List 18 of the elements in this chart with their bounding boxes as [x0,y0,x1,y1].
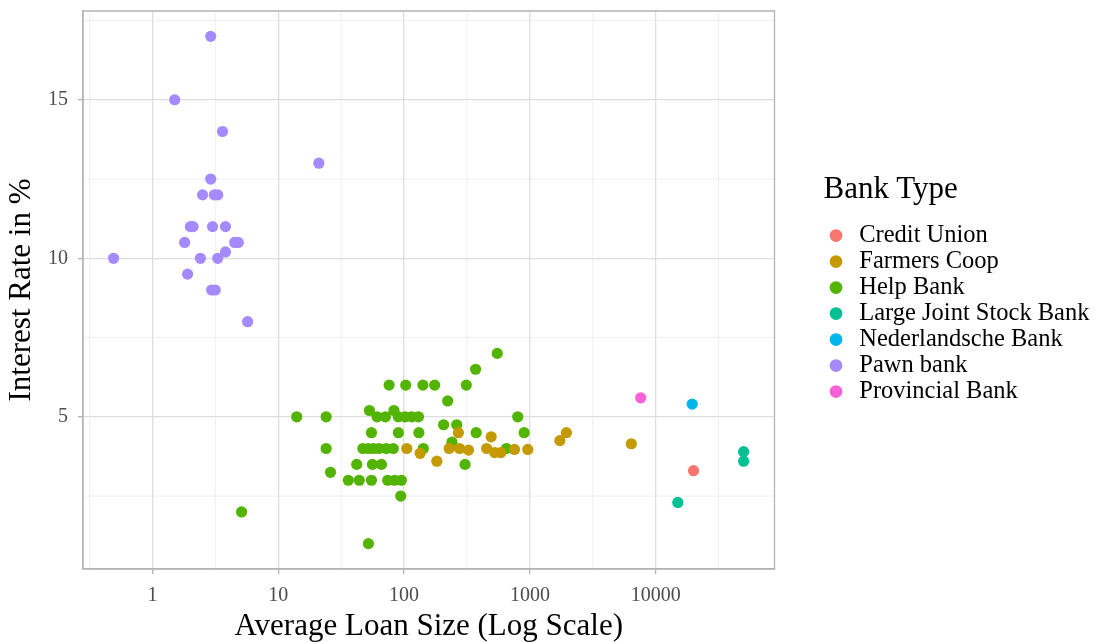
x-tick-label: 100 [389,583,420,606]
legend-label: Credit Union [859,220,988,248]
y-axis-title: Interest Rate in % [1,178,37,402]
legend-label: Farmers Coop [859,246,999,274]
legend-label: Help Bank [859,272,966,300]
y-tick-label: 10 [48,245,68,268]
x-tick-label: 1000 [509,583,550,606]
x-axis-title: Average Loan Size (Log Scale) [234,606,623,642]
y-tick-label: 15 [48,87,68,110]
legend-label: Nederlandsche Bank [859,324,1064,352]
x-tick-label: 10000 [630,583,681,606]
y-tick-label: 5 [58,404,68,427]
legend-label: Pawn bank [859,350,969,378]
x-tick-label: 10 [268,583,289,606]
legend-label: Large Joint Stock Bank [859,298,1091,326]
legend-label: Provincial Bank [859,376,1019,404]
legend-title: Bank Type [823,170,958,206]
x-tick-label: 1 [147,583,158,606]
